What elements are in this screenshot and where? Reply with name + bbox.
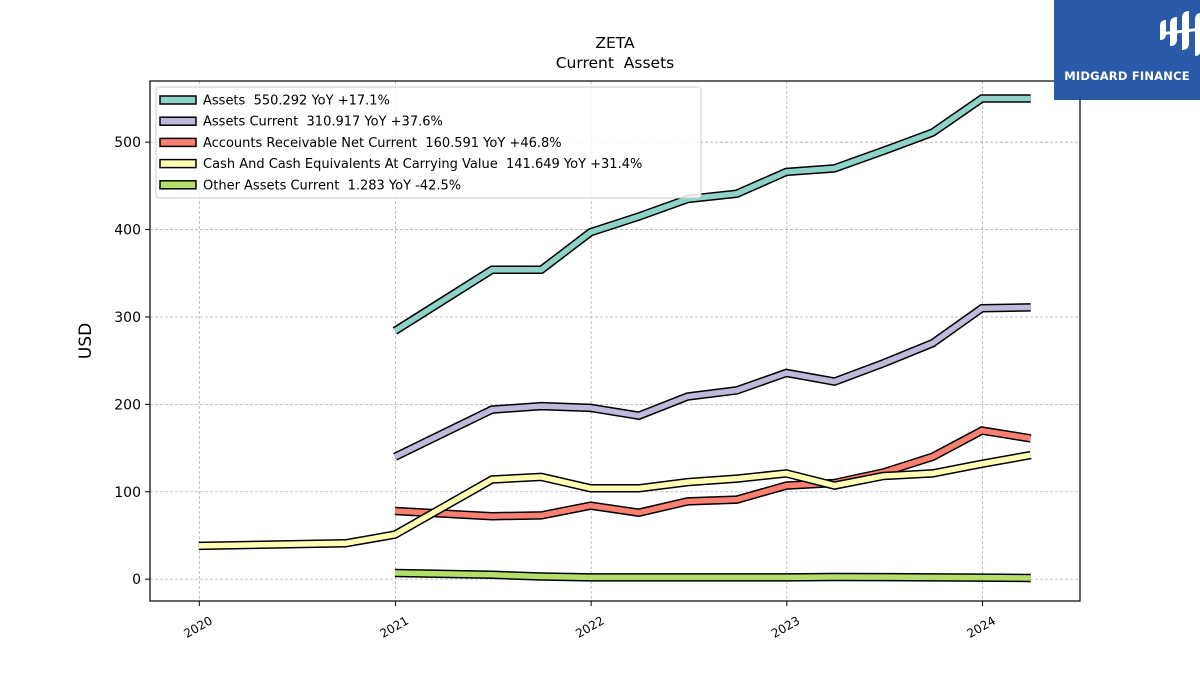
y-tick-label: 200 [114,397,141,413]
legend-entry: Assets 550.292 YoY +17.1% [203,94,390,109]
series-line-2 [394,426,1032,521]
x-tick-label: 2023 [769,613,802,640]
x-tick-label: 2020 [181,613,214,640]
legend: Assets 550.292 YoY +17.1% Assets Current … [155,86,702,199]
series-outline [393,303,1031,461]
plot-frame [149,80,1081,602]
series-lines [198,94,1032,583]
legend-box [155,86,702,199]
series-line-0 [392,94,1031,335]
x-axis: 2020 2021 2022 2023 2024 [181,601,998,641]
y-axis-label: USD [76,323,96,359]
series-stroke [394,570,1031,581]
series-line-1 [393,303,1031,461]
legend-entry: Other Assets Current 1.283 YoY -42.5% [203,178,461,193]
series-line-4 [394,568,1031,583]
legend-swatch [159,180,197,190]
series-line-3 [198,450,1032,551]
midgard-finance-logo: MIDGARD FINANCE [1054,0,1200,100]
x-tick-label: 2024 [964,613,997,640]
chart-subtitle: Current Assets [556,54,675,72]
legend-entry: Cash And Cash Equivalents At Carrying Va… [203,157,642,172]
y-tick-label: 400 [114,223,141,239]
series-stroke [198,452,1032,549]
y-tick-label: 500 [114,135,141,151]
x-tick-label: 2022 [573,613,606,640]
legend-entry: Assets Current 310.917 YoY +37.6% [203,115,443,130]
series-stroke [393,304,1031,460]
series-stroke [394,427,1032,519]
y-tick-label: 0 [132,572,141,588]
chart-title: ZETA [595,34,635,52]
legend-swatch [159,158,197,169]
series-stroke [393,95,1031,334]
y-axis: 0 100 200 300 400 500 [114,135,150,588]
legend-swatch [159,95,197,105]
legend-swatch [159,137,197,148]
x-tick-label: 2021 [378,613,411,640]
y-tick-label: 100 [114,485,141,501]
midgard-logo-icon [1160,11,1200,56]
legend-entry: Accounts Receivable Net Current 160.591 … [203,136,562,151]
y-tick-label: 300 [114,310,141,326]
legend-swatch [159,116,197,126]
logo-text: MIDGARD FINANCE [1064,69,1190,83]
